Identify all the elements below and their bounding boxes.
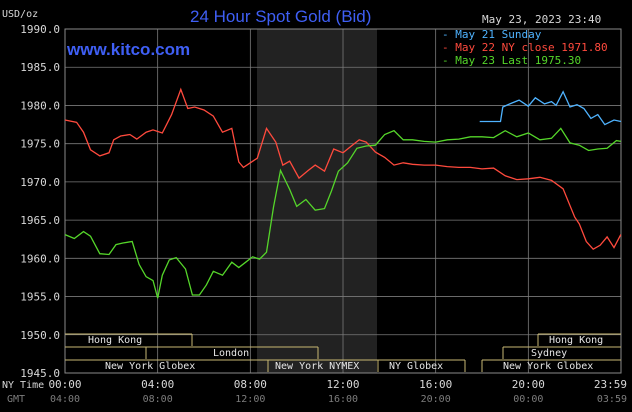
x-tick-label-ny: 20:00 bbox=[512, 378, 545, 391]
sydney-label: Sydney bbox=[531, 348, 567, 359]
x-tick-label-gmt: 00:00 bbox=[513, 394, 543, 405]
y-tick-label: 1975.0 bbox=[20, 138, 60, 151]
ny-globex-mid-label: NY Globex bbox=[389, 361, 443, 372]
y-tick-label: 1990.0 bbox=[20, 23, 60, 36]
y-tick-label: 1970.0 bbox=[20, 176, 60, 189]
x-tick-label-gmt: 08:00 bbox=[143, 394, 173, 405]
x-tick-label-gmt: 16:00 bbox=[328, 394, 358, 405]
x-tick-label-ny: 23:59 bbox=[594, 378, 627, 391]
x-tick-labels: 00:00 04:00 04:00 08:00 08:00 12:00 12:00 16:00… bbox=[48, 378, 627, 405]
ny-globex-right-label: New York Globex bbox=[503, 361, 593, 372]
y-tick-label: 1960.0 bbox=[20, 252, 60, 265]
x-tick-label-ny: 00:00 bbox=[48, 378, 81, 391]
ny-nymex-label: New York NYMEX bbox=[275, 361, 359, 372]
y-tick-label: 1955.0 bbox=[20, 291, 60, 304]
y-tick-label: 1950.0 bbox=[20, 329, 60, 342]
chart-title: 24 Hour Spot Gold (Bid) bbox=[190, 7, 371, 26]
london-label: London bbox=[213, 348, 249, 359]
series-line-may22-close bbox=[64, 87, 622, 251]
x-tick-label-gmt: 12:00 bbox=[235, 394, 265, 405]
plot-frame bbox=[64, 28, 622, 374]
nymex-session-shade bbox=[257, 29, 377, 373]
x-tick-label-gmt: 04:00 bbox=[50, 394, 80, 405]
date-stamp: May 23, 2023 23:40 bbox=[482, 13, 601, 26]
x-tick-label-ny: 16:00 bbox=[419, 378, 452, 391]
hong-kong-left-label: Hong Kong bbox=[88, 335, 142, 346]
y-tick-label: 1965.0 bbox=[20, 214, 60, 227]
website-label: www.kitco.com bbox=[66, 40, 190, 59]
legend-item-sunday: - May 21 Sunday bbox=[442, 28, 542, 41]
trading-sessions: Hong Kong London New York Globex New Yor… bbox=[65, 333, 621, 372]
series-line-may23-last bbox=[64, 127, 621, 299]
y-axis-unit: USD/oz bbox=[2, 9, 38, 20]
y-tick-labels: 1990.0 1985.0 1980.0 1975.0 1970.0 1965.0 1960… bbox=[20, 23, 60, 380]
y-tick-label: 1945.0 bbox=[20, 367, 60, 380]
legend-item-last: - May 23 Last 1975.30 bbox=[442, 54, 581, 67]
x-tick-label-ny: 08:00 bbox=[234, 378, 267, 391]
series-line-may21-sunday bbox=[479, 90, 622, 126]
gmt-label: GMT bbox=[7, 394, 25, 405]
y-tick-label: 1980.0 bbox=[20, 99, 60, 112]
x-tick-label-ny: 12:00 bbox=[326, 378, 359, 391]
legend-item-close: - May 22 NY close 1971.80 bbox=[442, 41, 608, 54]
ny-globex-left-label: New York Globex bbox=[105, 361, 195, 372]
x-tick-label-gmt: 03:59 bbox=[597, 394, 627, 405]
x-tick-label-gmt: 20:00 bbox=[421, 394, 451, 405]
ny-time-label: NY Time bbox=[2, 380, 44, 391]
legend: - May 21 Sunday - May 22 NY close 1971.8… bbox=[442, 28, 608, 67]
x-tick-label-ny: 04:00 bbox=[141, 378, 174, 391]
hong-kong-right-label: Hong Kong bbox=[549, 335, 603, 346]
y-tick-label: 1985.0 bbox=[20, 61, 60, 74]
